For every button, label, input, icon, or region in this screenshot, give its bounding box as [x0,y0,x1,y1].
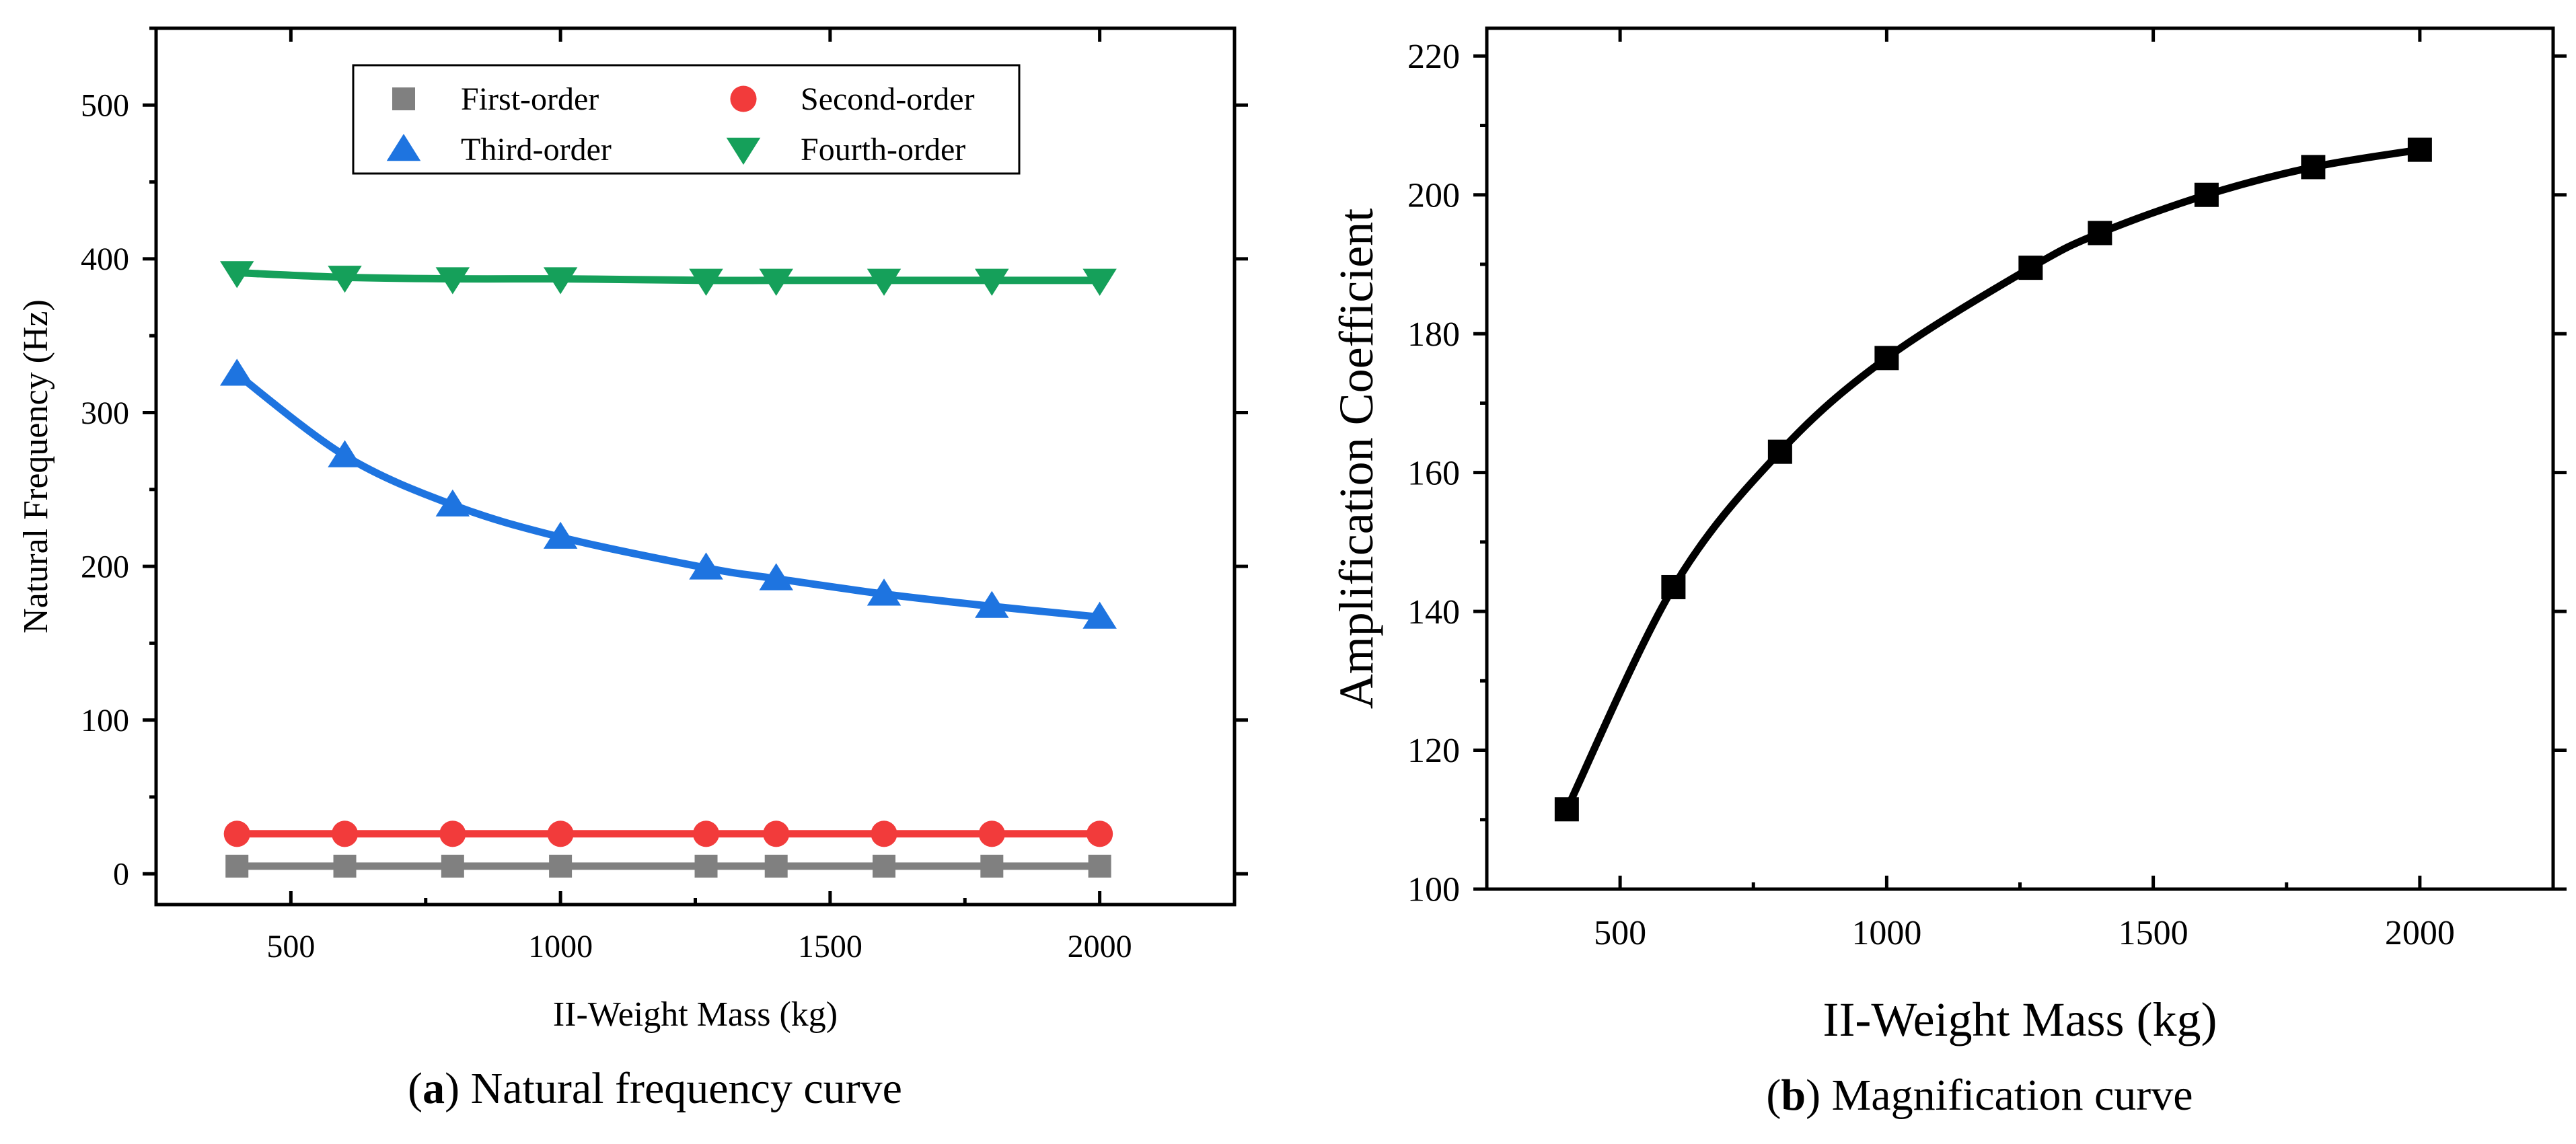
data-point-2 [435,489,470,517]
data-point-1 [547,821,574,847]
data-point-3 [328,266,362,293]
data-point-0 [549,854,573,878]
y-tick-label: 400 [81,241,129,277]
data-point-1 [692,821,720,847]
data-point-1 [871,821,897,847]
x-tick-label: 1000 [1851,914,1921,952]
x-tick-label: 2000 [1068,929,1132,964]
legend-marker [726,137,761,165]
data-point-1 [978,821,1005,847]
legend-label: Second-order [801,81,975,117]
x-axis-label: II-Weight Mass (kg) [1823,993,2217,1046]
data-point-0 [1874,346,1899,371]
data-point-2 [219,358,254,386]
y-tick-label: 0 [113,857,129,892]
x-tick-label: 2000 [2385,914,2455,952]
x-axis-label: II-Weight Mass (kg) [553,995,838,1034]
legend-marker [730,85,757,112]
data-point-3 [867,268,901,296]
data-point-0 [441,854,464,878]
y-axis-label: Natural Frequency (Hz) [17,299,55,634]
x-tick-label: 500 [1594,914,1646,952]
y-tick-label: 120 [1407,732,1460,770]
series-line-0 [1563,146,2421,811]
data-point-3 [543,267,578,295]
legend-label: Third-order [461,132,612,167]
data-point-3 [689,268,723,296]
data-point-0 [1554,797,1579,822]
data-point-0 [2194,182,2219,207]
y-tick-label: 100 [1407,871,1460,909]
data-point-0 [2407,137,2432,162]
data-point-3 [1082,268,1117,296]
y-tick-label: 220 [1407,38,1460,76]
data-point-2 [689,552,723,580]
caption-letter: a [422,1064,445,1113]
data-point-0 [694,854,718,878]
data-point-0 [764,854,788,878]
caption-text: Natural frequency curve [471,1064,902,1113]
y-tick-label: 100 [81,703,129,738]
data-point-3 [219,261,254,289]
data-point-2 [759,563,793,590]
data-point-0 [1661,574,1686,599]
x-tick-label: 1000 [528,929,593,964]
caption-text: Magnification curve [1832,1071,2193,1120]
data-point-1 [439,821,466,847]
panel-caption: (a) Natural frequency curve [408,1064,902,1113]
x-tick-label: 1500 [798,929,862,964]
data-point-0 [1088,854,1111,878]
x-tick-label: 1500 [2119,914,2188,952]
panel-a-natural-frequency: 500 1000 1500 2000 0 100 200 300 400 500 II-Weight… [17,26,1248,1113]
data-point-3 [975,268,1009,296]
caption-letter: b [1781,1071,1806,1120]
y-axis-label: Amplification Coefficient [1329,208,1383,709]
data-point-2 [328,440,362,467]
data-point-2 [543,521,578,549]
data-point-1 [1087,821,1113,847]
data-point-3 [759,268,793,296]
series-line-3 [236,269,1100,284]
data-point-2 [975,590,1009,618]
series-line-2 [234,371,1101,621]
legend-marker [392,87,415,110]
data-point-1 [331,821,359,847]
data-point-1 [223,821,250,847]
x-tick-label: 500 [266,929,315,964]
data-point-1 [763,821,790,847]
legend-label: First-order [461,81,599,117]
data-point-0 [225,854,249,878]
y-tick-label: 160 [1407,454,1460,492]
data-point-0 [873,854,896,878]
panel-b-magnification: 500 1000 1500 2000 100 120 140 160 180 200 220 II-W… [1329,26,2567,1120]
data-point-0 [2088,221,2112,245]
legend: First-order Second-order Third-order Fourth… [352,64,1021,175]
data-point-0 [980,854,1004,878]
data-point-0 [2018,256,2043,280]
y-tick-label: 500 [81,88,129,124]
data-point-3 [435,267,470,295]
legend-marker [386,134,421,161]
data-point-0 [2301,155,2326,180]
y-tick-label: 180 [1407,315,1460,354]
data-point-0 [1767,439,1792,464]
legend-label: Fourth-order [801,132,965,167]
y-tick-label: 300 [81,395,129,431]
y-tick-label: 140 [1407,593,1460,632]
panel-caption: (b) Magnification curve [1766,1071,2193,1120]
data-point-2 [867,578,901,606]
legend-box [352,64,1021,175]
y-tick-label: 200 [81,549,129,584]
y-tick-label: 200 [1407,176,1460,215]
data-point-0 [333,854,357,878]
data-point-2 [1082,601,1117,629]
